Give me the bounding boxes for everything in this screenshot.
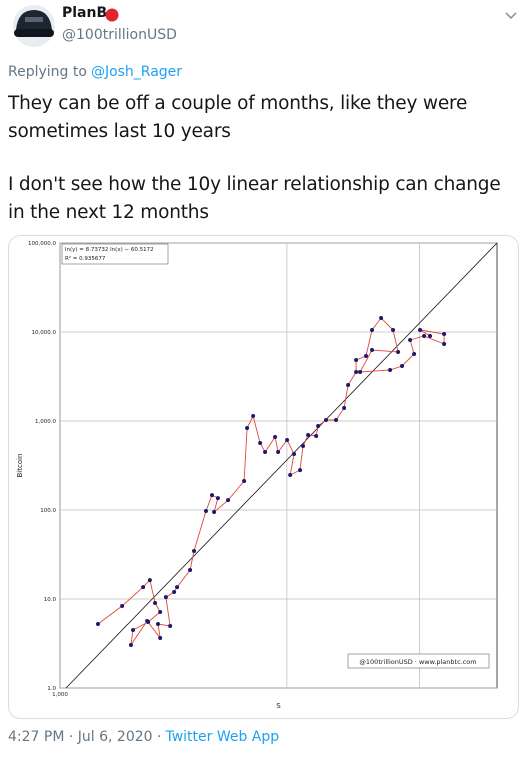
x-axis-label: S [276, 702, 281, 710]
data-point [153, 600, 158, 605]
data-point [147, 578, 152, 583]
fit-equation: ln(y) = 8.73732 ln(x) − 60.5172 [65, 247, 154, 253]
data-point [358, 369, 363, 374]
avatar[interactable] [12, 4, 56, 48]
menu-chevron[interactable] [504, 8, 518, 22]
data-point [215, 496, 220, 501]
data-point [168, 623, 173, 628]
data-point [273, 435, 278, 440]
data-point [442, 342, 447, 347]
data-point [324, 418, 329, 423]
data-point [163, 595, 168, 600]
badge [105, 8, 119, 22]
timestamp: 4:27 PM · Jul 6, 2020 · [8, 729, 162, 745]
data-point [120, 604, 125, 609]
data-point [408, 338, 413, 343]
price-path [97, 317, 445, 646]
data-point [158, 610, 163, 615]
data-point [292, 451, 297, 456]
data-point [128, 643, 133, 648]
plot-area [59, 242, 498, 689]
y-tick-label: 1.0 [47, 686, 56, 692]
fit-box [61, 243, 169, 265]
y-tick-label: 1,000.0 [35, 419, 56, 425]
data-point [188, 567, 193, 572]
data-point [155, 621, 160, 626]
tweet-text: in the next 12 months [8, 202, 209, 223]
data-point [370, 328, 375, 333]
data-point [251, 414, 256, 419]
x-tick-label: 1,000 [52, 692, 68, 698]
data-point [210, 493, 215, 498]
data-point [226, 498, 231, 503]
y-tick-label: 100.0 [40, 508, 56, 514]
data-point [212, 509, 217, 514]
data-point [396, 350, 401, 355]
trend-line [65, 242, 498, 689]
y-tick-label: 100,000.0 [28, 241, 56, 247]
watermark: @100trillionUSD · www.planbtc.com [359, 658, 476, 666]
data-point [428, 333, 433, 338]
watermark-box [347, 653, 490, 669]
data-point [242, 478, 247, 483]
data-point [276, 449, 281, 454]
tweet-text: They can be off a couple of months, like… [8, 93, 468, 114]
data-point [245, 426, 250, 431]
reply-handle[interactable]: @Josh_Rager [90, 64, 183, 80]
data-point [342, 405, 347, 410]
data-point [203, 508, 208, 513]
fit-r2: R² = 0.935677 [65, 255, 106, 262]
data-point [354, 358, 359, 363]
tweet-text: sometimes last 10 years [8, 121, 231, 142]
data-point [172, 589, 177, 594]
data-point [354, 369, 359, 374]
tweet-footer: 4:27 PM · Jul 6, 2020 · Twitter Web App [8, 729, 279, 745]
y-axis-label: Bitcoin [16, 453, 24, 477]
data-point [288, 473, 293, 478]
data-point [301, 443, 306, 448]
data-point [192, 549, 197, 554]
data-point [141, 585, 146, 590]
data-point [388, 368, 393, 373]
source[interactable]: Twitter Web App [165, 729, 280, 745]
data-point [334, 418, 339, 423]
tweet-text: I don't see how the 10y linear relations… [8, 174, 501, 195]
y-tick-label: 10,000.0 [32, 330, 57, 336]
data-point [175, 585, 180, 590]
data-point [285, 437, 290, 442]
data-point [346, 383, 351, 388]
data-point [145, 618, 150, 623]
data-point [364, 354, 369, 359]
data-point [379, 316, 384, 321]
user-handle[interactable]: @100trillionUSD [62, 27, 177, 43]
data-point [370, 347, 375, 352]
data-point [422, 333, 427, 338]
y-tick-label: 10.0 [44, 597, 57, 603]
data-point [258, 440, 263, 445]
data-point [442, 331, 447, 336]
user-name[interactable]: PlanB [62, 5, 108, 21]
data-point [391, 328, 396, 333]
reply-label: Replying to [8, 64, 87, 80]
data-point [298, 468, 303, 473]
chart[interactable]: 1.0 10.0 100.0 1,000.0 10,000.0 100,000.0 1,00… [8, 235, 519, 719]
data-point [306, 433, 311, 438]
data-point [314, 434, 319, 439]
reply-line: Replying to @Josh_Rager [8, 64, 182, 80]
data-point [412, 351, 417, 356]
data-point [158, 635, 163, 640]
data-point [263, 449, 268, 454]
data-point [400, 363, 405, 368]
data-point [316, 423, 321, 428]
data-point [95, 621, 100, 626]
data-point [131, 628, 136, 633]
data-point [418, 328, 423, 333]
